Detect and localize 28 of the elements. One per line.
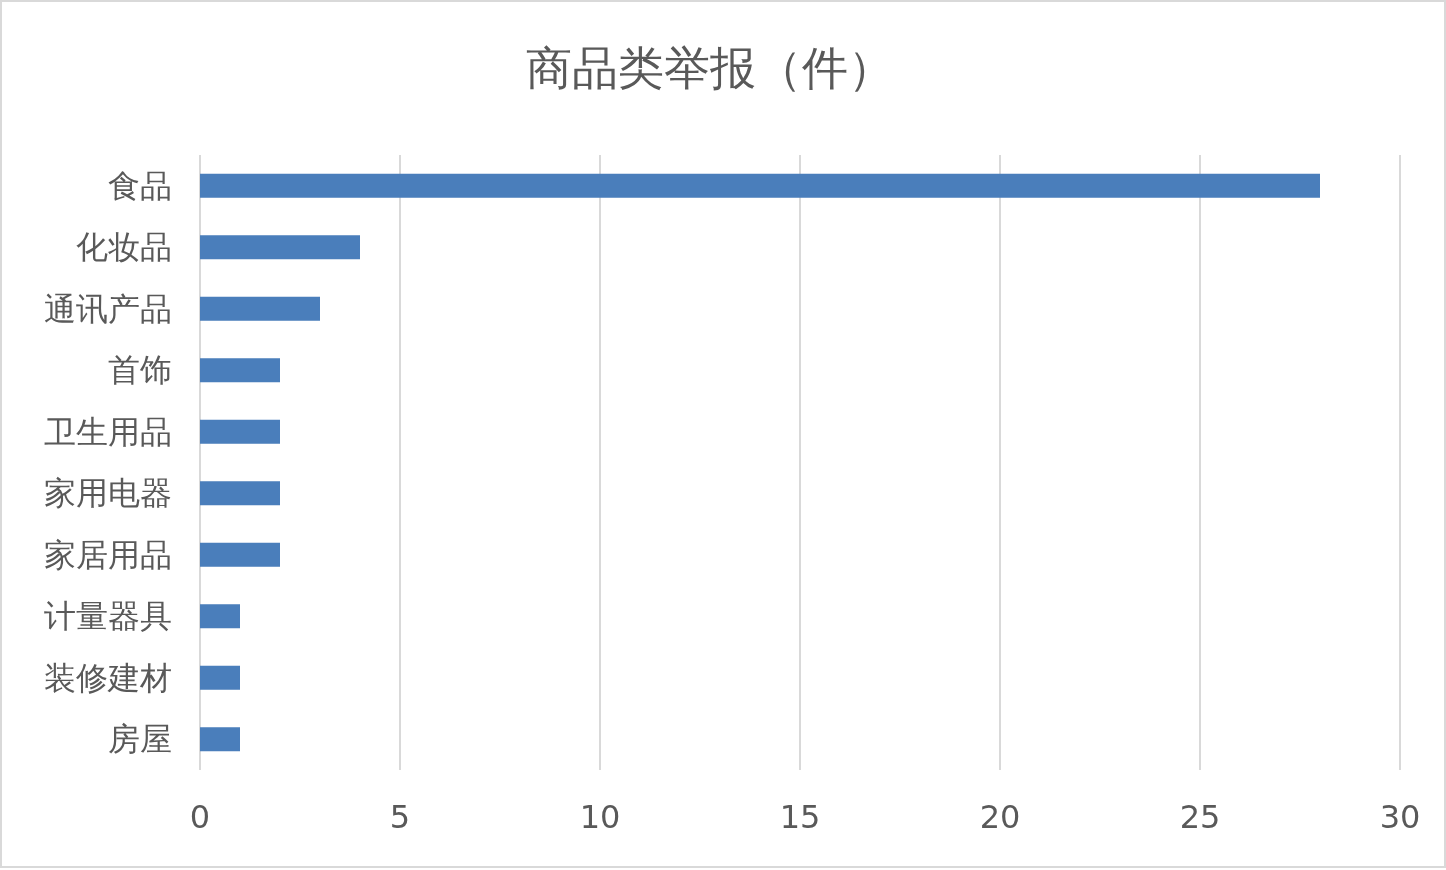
chart-title: 商品类举报（件） <box>526 41 894 95</box>
y-tick-label: 房屋 <box>108 720 172 759</box>
bar <box>200 604 240 629</box>
bar <box>200 727 240 752</box>
bar <box>200 358 280 383</box>
bar <box>200 173 1320 198</box>
y-tick-label: 计量器具 <box>44 597 172 636</box>
x-tick-label: 10 <box>579 798 621 836</box>
x-tick-label: 20 <box>979 798 1021 836</box>
y-tick-label: 食品 <box>108 166 172 205</box>
y-tick-label: 家居用品 <box>44 535 172 574</box>
x-tick-label: 15 <box>779 798 821 836</box>
bar <box>200 296 320 321</box>
bar <box>200 419 280 444</box>
x-tick-label: 0 <box>189 798 211 836</box>
y-tick-label: 化妆品 <box>76 228 172 267</box>
y-tick-label: 通讯产品 <box>44 289 172 328</box>
x-tick-label: 30 <box>1379 798 1421 836</box>
bar <box>200 235 360 260</box>
bar <box>200 481 280 506</box>
bar <box>200 542 280 567</box>
y-tick-label: 首饰 <box>108 351 172 390</box>
y-tick-label: 装修建材 <box>44 658 172 697</box>
y-tick-label: 家用电器 <box>44 474 172 513</box>
bar <box>200 665 240 690</box>
x-tick-label: 25 <box>1179 798 1221 836</box>
y-tick-label: 卫生用品 <box>44 412 172 451</box>
x-tick-label: 5 <box>389 798 411 836</box>
